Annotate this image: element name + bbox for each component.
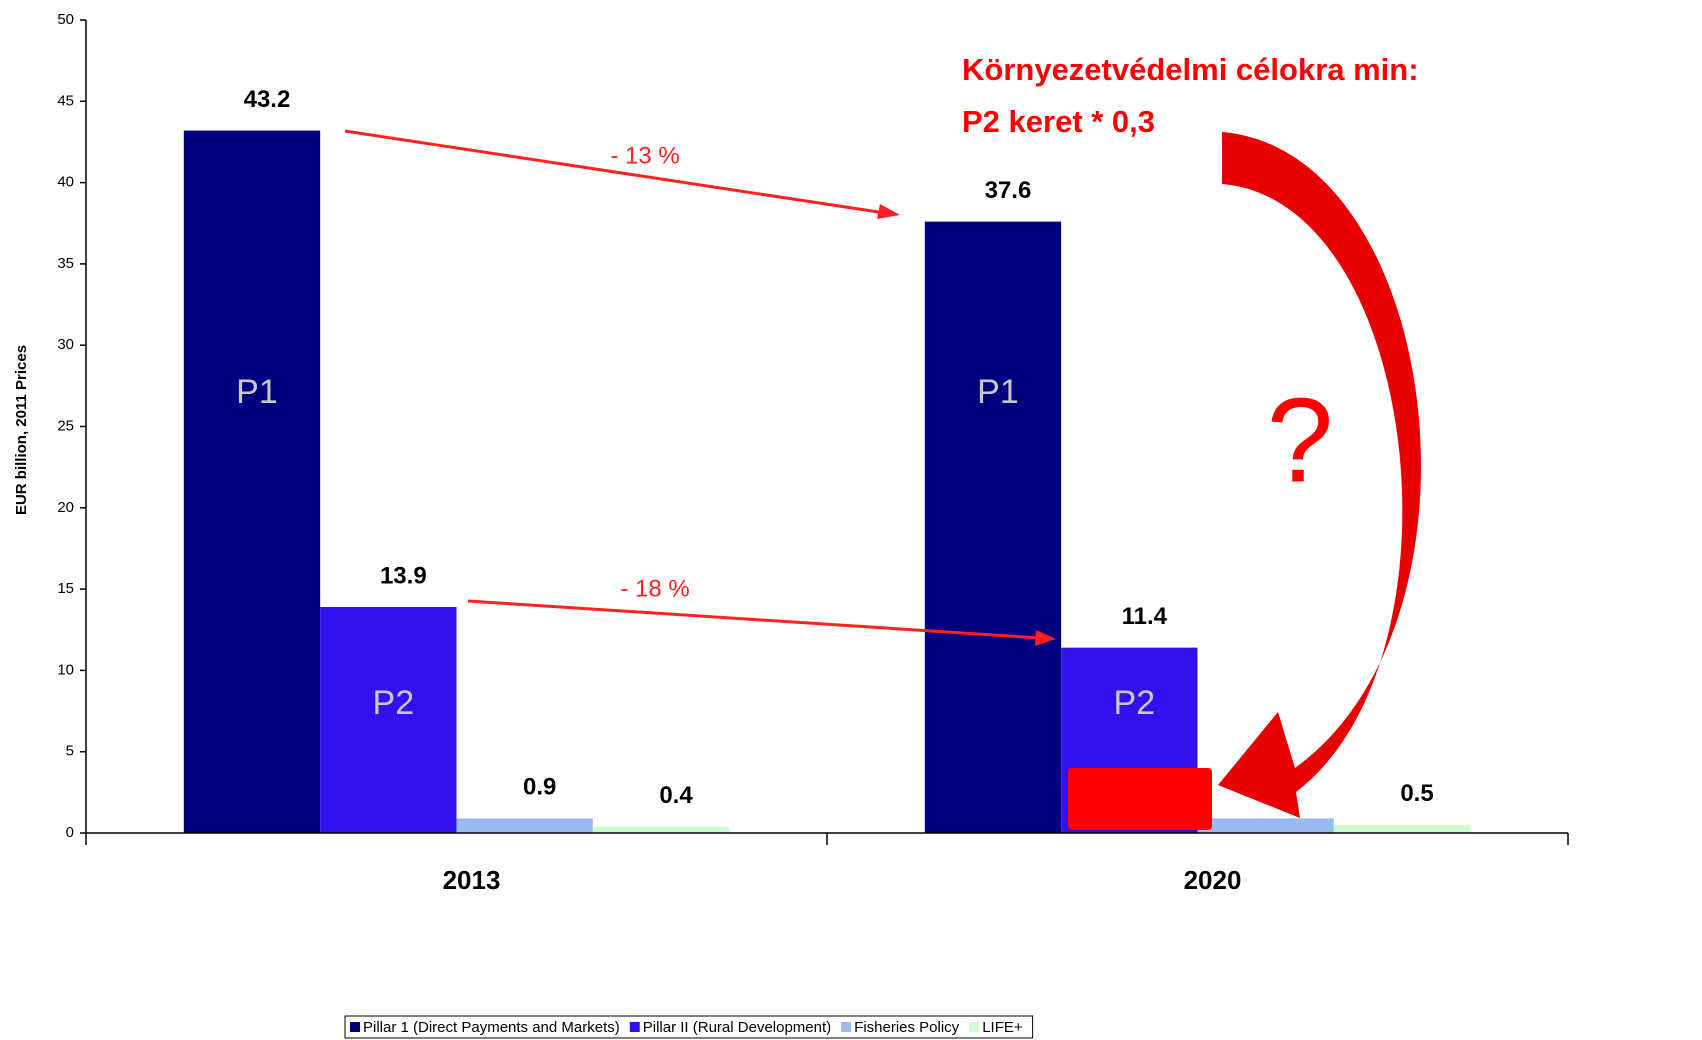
highlight-box — [1068, 768, 1212, 830]
y-tick-label: 45 — [57, 92, 74, 109]
annotation: Környezetvédelmi célokra min: — [962, 52, 1419, 87]
y-tick-label: 25 — [57, 417, 74, 434]
bar — [1333, 824, 1471, 833]
value-label: 37.6 — [985, 177, 1032, 204]
value-label: 11.4 — [1122, 603, 1168, 630]
annotation: ? — [1267, 374, 1334, 508]
bar — [1197, 818, 1334, 833]
legend-box — [344, 1015, 1034, 1039]
value-label: 0.5 — [1400, 780, 1433, 807]
arrow — [344, 129, 886, 215]
legend-swatch — [841, 1022, 852, 1032]
bar-inner-label: P2 — [1114, 684, 1156, 722]
y-tick-label: 0 — [66, 824, 74, 841]
y-tick-label: 10 — [57, 661, 74, 678]
y-tick-label: 20 — [57, 499, 74, 516]
annotation: - 13 % — [610, 142, 679, 169]
y-tick-label: 35 — [57, 255, 74, 272]
bar — [320, 606, 457, 833]
annotation: P2 keret * 0,3 — [962, 104, 1155, 139]
bar-inner-label: P1 — [236, 373, 278, 411]
bar — [456, 818, 593, 833]
legend-label: Pillar 1 (Direct Payments and Markets) — [363, 1019, 620, 1036]
legend-swatch — [629, 1022, 640, 1032]
y-tick-label: 30 — [57, 336, 74, 353]
bar — [183, 130, 321, 833]
y-tick-label: 40 — [57, 174, 74, 191]
legend-label: Fisheries Policy — [854, 1019, 960, 1036]
bar — [924, 221, 1062, 833]
legend-swatch — [350, 1022, 360, 1032]
arrow-head — [877, 204, 900, 219]
value-label: 0.4 — [659, 782, 693, 809]
x-tick-label: 2020 — [1184, 865, 1242, 895]
value-label: 43.2 — [244, 86, 291, 113]
y-axis-title: EUR billion, 2011 Prices — [13, 345, 30, 515]
arrow-head — [1035, 630, 1056, 646]
annotation: - 18 % — [620, 575, 689, 602]
legend-swatch — [969, 1022, 980, 1032]
legend-label: LIFE+ — [982, 1019, 1023, 1036]
y-tick-label: 5 — [66, 743, 74, 760]
bar — [592, 826, 730, 833]
bar-inner-label: P2 — [373, 684, 415, 722]
bar-inner-label: P1 — [977, 373, 1019, 411]
y-tick-label: 50 — [57, 11, 74, 28]
y-tick-label: 15 — [57, 580, 74, 597]
arrow — [467, 599, 1041, 640]
legend-label: Pillar II (Rural Development) — [643, 1019, 831, 1036]
curved-arrow — [1218, 132, 1421, 818]
value-label: 13.9 — [380, 562, 427, 589]
x-tick-label: 2013 — [443, 865, 501, 895]
value-label: 0.9 — [523, 774, 556, 801]
